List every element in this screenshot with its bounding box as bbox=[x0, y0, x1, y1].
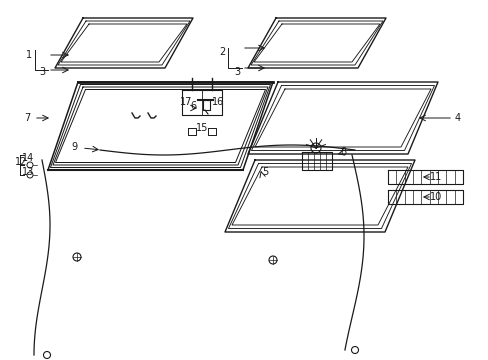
Text: 12: 12 bbox=[15, 157, 27, 167]
Text: 6: 6 bbox=[190, 101, 196, 111]
Text: 14: 14 bbox=[22, 153, 34, 163]
Text: 3: 3 bbox=[39, 67, 45, 77]
Text: 8: 8 bbox=[339, 147, 346, 157]
Text: 9: 9 bbox=[72, 142, 78, 152]
Text: 16: 16 bbox=[211, 97, 224, 107]
Text: 4: 4 bbox=[454, 113, 460, 123]
Text: 2: 2 bbox=[218, 47, 224, 57]
Text: 15: 15 bbox=[195, 123, 208, 133]
Text: 11: 11 bbox=[429, 172, 441, 182]
Text: 1: 1 bbox=[26, 50, 32, 60]
Text: 7: 7 bbox=[24, 113, 30, 123]
Text: 5: 5 bbox=[262, 167, 268, 177]
Text: 13: 13 bbox=[22, 167, 34, 177]
Text: 10: 10 bbox=[429, 192, 441, 202]
Text: 3: 3 bbox=[233, 67, 240, 77]
Text: 17: 17 bbox=[180, 97, 192, 107]
